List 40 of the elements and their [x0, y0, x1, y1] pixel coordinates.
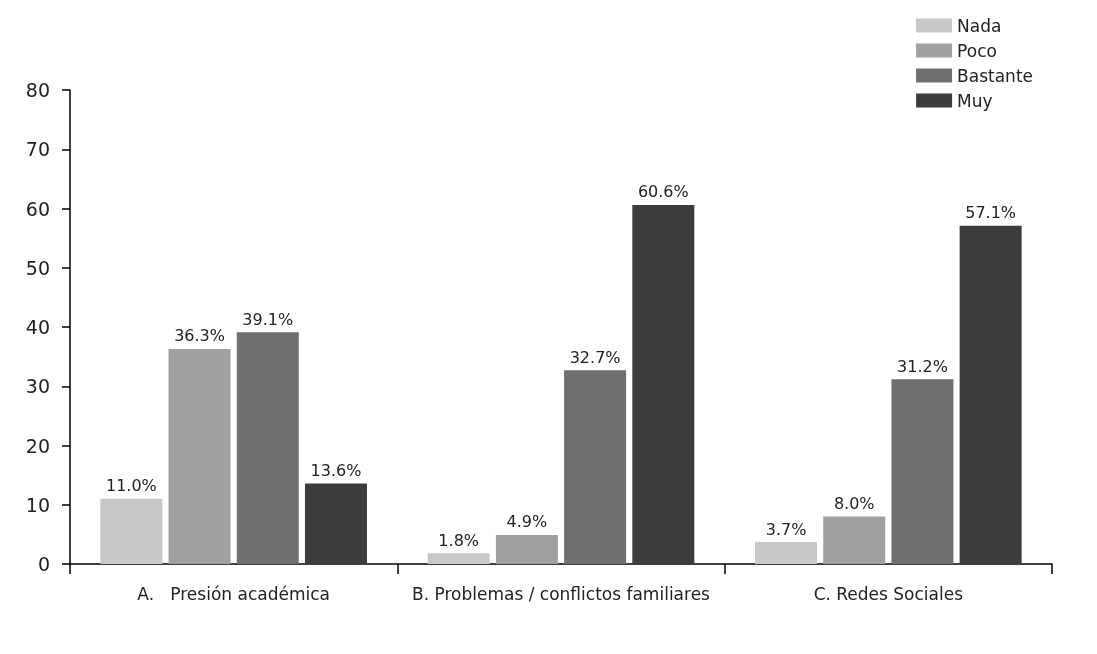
data-label: 60.6%	[637, 182, 689, 202]
data-label: 8.0%	[833, 494, 875, 514]
bar	[495, 534, 558, 564]
data-label: 1.8%	[438, 530, 480, 550]
data-label: 57.1%	[965, 203, 1017, 223]
legend-label: Poco	[957, 40, 997, 61]
bar	[564, 370, 627, 564]
bar	[236, 332, 299, 564]
bar	[959, 225, 1022, 564]
bar	[823, 516, 886, 564]
x-tick-label: B. Problemas / conflictos familiares	[412, 584, 711, 604]
legend-label: Muy	[957, 90, 993, 111]
data-label: 13.6%	[310, 460, 362, 480]
bar	[891, 379, 954, 564]
legend-label: Bastante	[957, 65, 1033, 86]
bar	[427, 553, 490, 564]
data-label: 3.7%	[765, 519, 807, 539]
bar	[100, 498, 163, 564]
y-tick-label: 30	[25, 375, 50, 398]
bar	[755, 542, 818, 564]
legend-label: Nada	[957, 15, 1002, 36]
data-label: 31.2%	[897, 356, 948, 376]
bar	[632, 204, 695, 564]
y-tick-label: 80	[25, 79, 50, 101]
data-label: 4.9%	[506, 512, 548, 532]
y-tick-label: 50	[25, 256, 50, 279]
data-label: 36.3%	[174, 326, 225, 346]
y-tick-label: 70	[25, 138, 50, 161]
bar	[168, 348, 231, 564]
x-tick-label: A. Presión académica	[137, 584, 330, 604]
data-label: 39.1%	[242, 309, 294, 329]
y-tick-label: 60	[25, 197, 50, 220]
data-label: 11.0%	[105, 476, 157, 496]
y-tick-label: 10	[25, 493, 50, 516]
y-tick-label: 20	[25, 434, 50, 457]
bar	[304, 483, 367, 564]
y-tick-label: 0	[37, 553, 50, 575]
data-label: 32.7%	[569, 347, 621, 367]
y-tick-label: 40	[25, 316, 50, 338]
x-tick-label: C. Redes Sociales	[813, 584, 964, 604]
